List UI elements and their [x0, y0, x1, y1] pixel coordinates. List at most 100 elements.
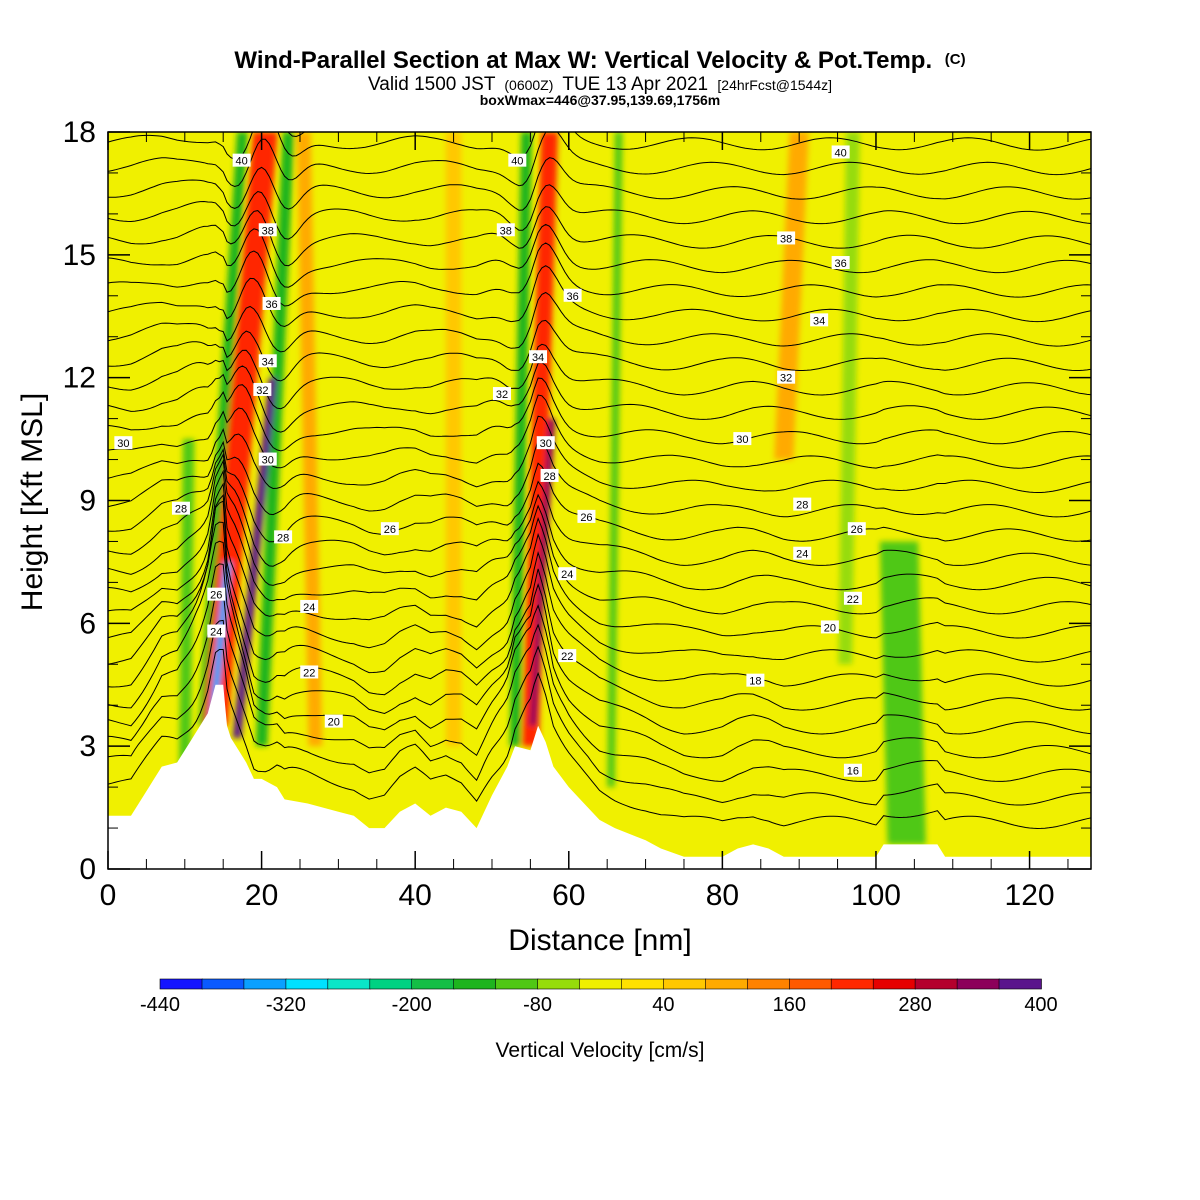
colorbar-cell	[537, 978, 581, 990]
contour-label-text: 24	[796, 549, 808, 561]
contour-label-bg	[232, 153, 251, 167]
isentrope-line	[108, 540, 1091, 735]
colorbar-cell	[788, 978, 833, 990]
x-tick-label: 40	[399, 879, 432, 912]
contour-label-text: 28	[175, 504, 187, 516]
isentrope-line	[108, 132, 1091, 160]
contour-label: 36	[262, 296, 281, 311]
contour-label-bg	[558, 649, 577, 663]
contour-label-text: 36	[566, 291, 578, 303]
contour-label: 36	[831, 256, 850, 270]
colorbar-cell	[914, 978, 958, 990]
contour-label-text: 26	[851, 524, 863, 536]
colorbar-cell	[201, 978, 245, 990]
contour-label-bg	[258, 354, 277, 368]
velocity-downdraft-core	[208, 561, 232, 726]
isentrope-line	[108, 319, 1091, 382]
isentrope-line	[108, 452, 1091, 567]
isentrope-line	[108, 500, 1091, 687]
velocity-downdraft	[879, 541, 926, 845]
contour-label-bg	[847, 522, 866, 536]
velocity-downdraft	[179, 439, 195, 767]
terrain	[108, 684, 1091, 869]
contour-label-bg	[207, 624, 226, 638]
velocity-downdraft	[255, 132, 295, 747]
contour-label: 26	[847, 522, 866, 536]
x-axis-label: Distance [nm]	[508, 924, 691, 957]
contour-label-bg	[324, 714, 343, 728]
colorbar-cell	[746, 978, 791, 990]
contour-label: 26	[380, 522, 399, 536]
isentrope-line	[108, 521, 1091, 711]
contour-label-text: 38	[262, 225, 274, 237]
contour-label-text: 28	[277, 532, 289, 544]
contour-label-bg	[300, 599, 319, 613]
isentrope-line	[108, 482, 1091, 639]
contour-label-text: 32	[780, 373, 792, 385]
contour-label: 28	[171, 501, 190, 516]
contour-label-bg	[207, 587, 226, 601]
contour-label: 24	[207, 624, 226, 639]
velocity-downdraft	[838, 132, 860, 665]
isentrope-line	[108, 132, 1091, 188]
x-tick-label: 120	[1005, 879, 1055, 912]
contour-label: 24	[793, 546, 812, 561]
isentrope-line	[108, 265, 1091, 328]
colorbar-cell	[621, 978, 665, 990]
colorbar-tick-label: -200	[392, 994, 432, 1016]
velocity-downdraft	[607, 132, 623, 788]
contour-label-text: 30	[262, 455, 274, 467]
colorbar: -440 -320 -200 -80 40 160 280 400 Vertical Velo…	[140, 978, 1058, 1062]
contour-label-bg	[746, 673, 765, 687]
contour-label: 30	[733, 432, 752, 446]
isentrope-line	[108, 291, 1091, 353]
contour-label-bg	[508, 153, 527, 167]
contour-label: 18	[746, 673, 765, 688]
contour-label-bg	[171, 501, 190, 515]
contour-label-text: 36	[835, 258, 847, 270]
contour-label: 30	[258, 452, 277, 467]
velocity-updraft-core	[232, 377, 278, 738]
x-axis-ticks: 0 20 40 60 80 100 120	[100, 132, 1069, 912]
contour-label-bg	[536, 436, 555, 450]
velocity-updraft	[445, 132, 462, 747]
chart-title: Wind-Parallel Section at Max W: Vertical…	[234, 47, 965, 74]
contour-label-text: 30	[540, 438, 552, 450]
potential-temperature-contours	[108, 132, 1091, 830]
colorbar-cell	[243, 978, 287, 990]
isentrope-line	[108, 206, 1091, 267]
contour-label: 24	[300, 599, 319, 614]
contour-label-bg	[496, 223, 515, 237]
subtitle-utc: (0600Z)	[504, 77, 553, 93]
contour-label-bg	[114, 436, 133, 450]
contour-label-bg	[843, 763, 862, 777]
contour-label: 34	[529, 350, 548, 364]
colorbar-cell	[705, 978, 749, 990]
contour-label-bg	[300, 665, 319, 679]
y-tick-label: 6	[79, 607, 96, 640]
contour-label: 26	[207, 587, 226, 602]
isentrope-line	[108, 469, 1091, 615]
chart-subtitle2: boxWmax=446@37.95,139.69,1756m	[480, 92, 721, 108]
isentrope-line	[108, 415, 1091, 493]
colorbar-tick-label: 280	[898, 994, 931, 1016]
contour-label: 28	[793, 497, 812, 512]
contour-label-bg	[258, 223, 277, 237]
contour-label: 38	[777, 231, 796, 245]
chart-title-mark: (C)	[945, 51, 966, 68]
contour-label-bg	[529, 350, 548, 364]
contour-label-bg	[540, 468, 559, 482]
x-tick-label: 0	[100, 879, 117, 912]
contour-label-bg	[262, 296, 281, 310]
isentrope-line	[108, 649, 1091, 830]
y-tick-label: 18	[63, 116, 96, 149]
contour-label-text: 22	[303, 667, 315, 679]
contour-label-text: 22	[561, 651, 573, 663]
contour-label-bg	[831, 256, 850, 270]
colorbar-tick-labels: -440 -320 -200 -80 40 160 280 400	[140, 994, 1058, 1016]
contour-label: 38	[496, 223, 515, 237]
contour-label-bg	[820, 620, 839, 634]
isentrope-line	[108, 184, 1091, 240]
colorbar-cell	[369, 978, 413, 990]
